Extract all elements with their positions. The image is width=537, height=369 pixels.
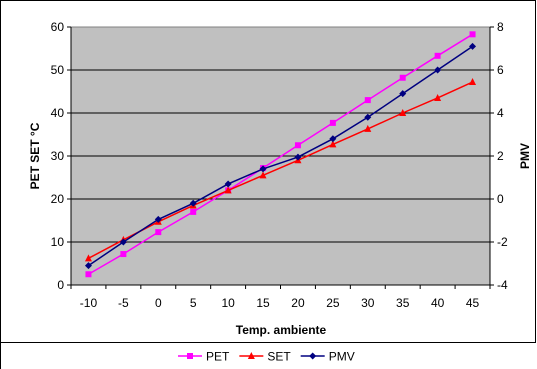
x-tick-label: 5 [190,296,197,310]
chart-frame: 0 10 20 30 40 50 60 -4 -2 0 2 4 6 8 -10 -5 0 5 10 15 20 25 30 3… [0,0,536,343]
x-tick-label: -5 [118,296,129,310]
legend-label-set: SET [267,350,291,364]
x-tick-label: 45 [466,296,480,310]
point-set [329,140,337,148]
point-pet [155,229,162,236]
point-pmv [364,113,372,121]
point-set [84,254,92,262]
legend-marker-pet [187,353,193,359]
point-set [259,171,267,179]
point-pmv [469,42,477,50]
x-tick-label: 20 [291,296,305,310]
point-set [224,186,232,194]
point-pet [469,31,476,38]
legend-label-pmv: PMV [329,350,355,364]
axes: 0 10 20 30 40 50 60 -4 -2 0 2 4 6 8 -10 -5 0 5 10 15 20 25 30 3… [51,20,508,310]
y2-tick-label: 6 [497,63,504,77]
point-pet [434,52,441,59]
legend: PET SET PMV [178,350,355,364]
point-set [434,93,442,101]
y-tick-label: 50 [51,63,65,77]
frame-edge [0,343,1,369]
y-axis-title: PET SET °C [28,122,42,189]
series-line-pmv [88,45,473,267]
point-pet [364,97,371,104]
y-tick-label: 10 [51,235,65,249]
point-pmv [294,153,302,161]
series-line-pet [88,33,473,275]
point-pmv [399,90,407,98]
x-axis-title: Temp. ambiente [236,323,327,337]
point-pmv [154,215,162,223]
y2-tick-label: 0 [497,192,504,206]
point-pmv [189,199,197,207]
x-tick-label: 15 [256,296,270,310]
line-chart: 0 10 20 30 40 50 60 -4 -2 0 2 4 6 8 -10 -5 0 5 10 15 20 25 30 3… [28,20,532,337]
y-tick-label: 20 [51,192,65,206]
point-set [399,109,407,116]
y-tick-label: 0 [57,278,64,292]
y-tick-label: 60 [51,20,65,34]
y-tick-label: 40 [51,106,65,120]
y2-axis-title: PMV [518,143,532,169]
y2-tick-label: 2 [497,149,504,163]
legend-label-pet: PET [206,350,230,364]
legend-marker-pmv [309,352,317,360]
x-tick-label: -10 [80,296,98,310]
point-pmv [259,165,267,173]
point-pmv [119,238,127,246]
point-set [364,124,372,132]
x-tick-label: 25 [326,296,340,310]
point-pmv [84,262,92,270]
point-pet [294,142,301,149]
x-tick-label: 30 [361,296,375,310]
point-set [469,78,477,86]
point-pet [329,119,336,126]
series-line-set [88,81,473,260]
point-pmv [224,180,232,188]
point-pmv [434,66,442,74]
y2-tick-label: -4 [497,278,508,292]
x-tick-label: 35 [396,296,410,310]
series-layer [84,31,477,278]
y2-tick-label: -2 [497,235,508,249]
legend-marker-set [247,352,255,359]
x-tick-label: 0 [155,296,162,310]
y-tick-label: 30 [51,149,65,163]
point-pet [399,74,406,81]
x-tick-label: 40 [431,296,445,310]
y2-tick-label: 4 [497,106,504,120]
x-tick-label: 10 [221,296,235,310]
point-pet [120,251,127,258]
point-pet [190,208,197,215]
gridlines [71,69,490,243]
y2-tick-label: 8 [497,20,504,34]
point-pmv [329,135,337,143]
point-pet [85,271,92,278]
